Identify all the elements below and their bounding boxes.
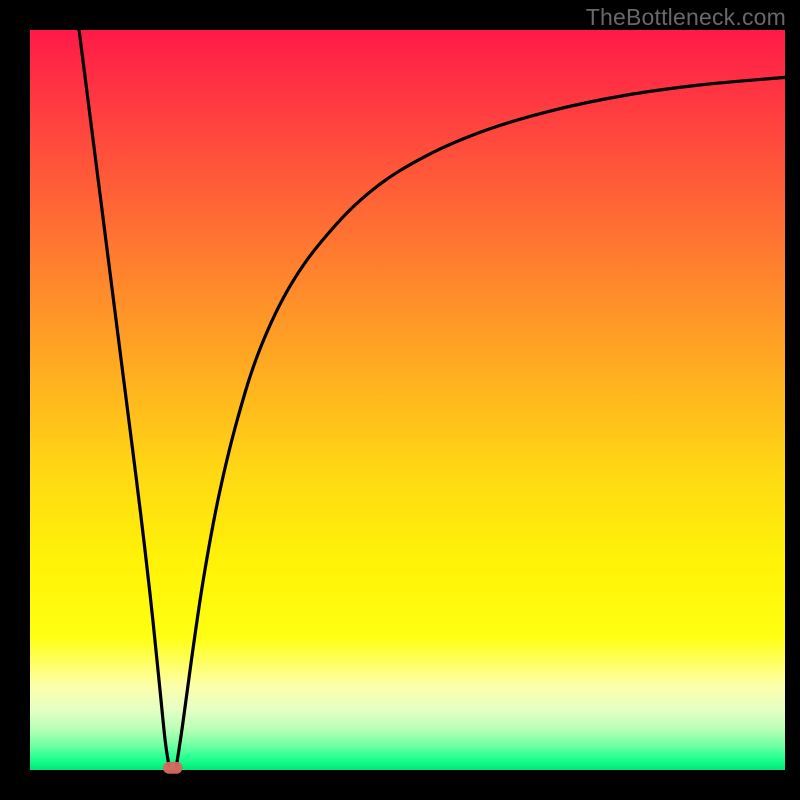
plot-background [30,30,785,770]
watermark-label: TheBottleneck.com [586,4,786,31]
chart-container: TheBottleneck.com [0,0,800,800]
gradient-chart [0,0,800,800]
minimum-marker [163,762,183,774]
